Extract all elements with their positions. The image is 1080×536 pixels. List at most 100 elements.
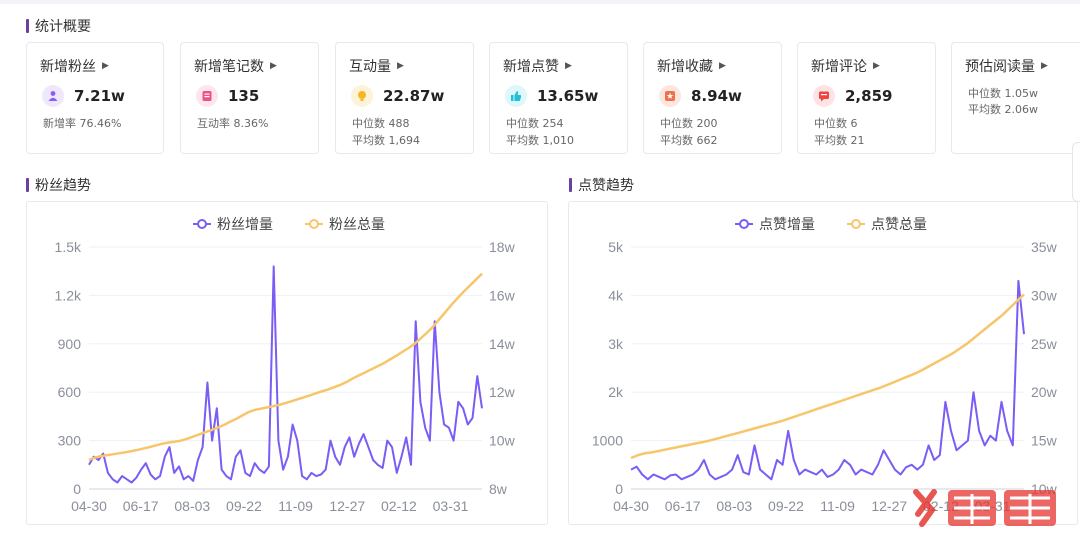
y-right-tick-label: 25w: [1031, 336, 1058, 352]
y-left-tick-label: 5k: [608, 239, 624, 255]
card-title[interactable]: 互动量 ▶: [349, 56, 404, 76]
card-title-label: 新增收藏: [657, 59, 713, 75]
card-value: 135: [228, 87, 260, 105]
card-sub-line: 中位数 6: [814, 117, 858, 130]
legend-label[interactable]: 点赞总量: [871, 216, 927, 232]
card-value: 7.21w: [74, 87, 125, 105]
x-tick-label: 08-03: [174, 498, 210, 514]
y-right-tick-label: 10w: [489, 433, 516, 449]
card-new-notes[interactable]: 新增笔记数 ▶ 135 互动率 8.36%: [180, 42, 319, 154]
overview-section-title: 统计概要: [26, 16, 91, 36]
card-title[interactable]: 预估阅读量 ▶: [965, 56, 1048, 76]
x-tick-label: 06-17: [123, 498, 159, 514]
card-title-label: 预估阅读量: [965, 59, 1035, 75]
card-value: 8.94w: [691, 87, 742, 105]
card-title-label: 新增笔记数: [194, 59, 264, 75]
card-title-label: 互动量: [349, 59, 391, 75]
title-accent-bar: [26, 178, 29, 192]
interaction-icon: [351, 85, 373, 107]
note-icon: [196, 85, 218, 107]
x-tick-label: 12-27: [871, 498, 907, 514]
y-right-tick-label: 12w: [489, 384, 516, 400]
y-left-tick-label: 1.2k: [55, 287, 82, 303]
caret-right-icon: ▶: [565, 61, 572, 71]
star-icon: [659, 85, 681, 107]
y-left-tick-label: 900: [58, 336, 82, 352]
card-title[interactable]: 新增评论 ▶: [811, 56, 880, 76]
legend-label[interactable]: 粉丝总量: [329, 216, 385, 232]
x-tick-label: 06-17: [665, 498, 701, 514]
card-title[interactable]: 新增笔记数 ▶: [194, 56, 277, 76]
card-title[interactable]: 新增粉丝 ▶: [40, 56, 109, 76]
x-tick-label: 02-12: [381, 498, 417, 514]
card-sub-line: 平均数 2.06w: [968, 103, 1038, 116]
x-tick-label: 08-03: [716, 498, 752, 514]
y-right-tick-label: 18w: [489, 239, 516, 255]
card-new-favorites[interactable]: 新增收藏 ▶ 8.94w 中位数 200 平均数 662: [643, 42, 782, 154]
comment-icon: [813, 85, 835, 107]
y-right-tick-label: 20w: [1031, 384, 1058, 400]
card-title[interactable]: 新增点赞 ▶: [503, 56, 572, 76]
card-sub-line: 中位数 200: [660, 117, 718, 130]
series-line: [630, 293, 1025, 460]
y-right-tick-label: 15w: [1031, 433, 1058, 449]
caret-right-icon: ▶: [1041, 61, 1048, 71]
caret-right-icon: ▶: [873, 61, 880, 71]
y-left-tick-label: 0: [615, 481, 623, 497]
x-tick-label: 04-30: [613, 498, 649, 514]
x-tick-label: 11-09: [278, 498, 313, 514]
caret-right-icon: ▶: [270, 61, 277, 71]
likes-title: 点赞趋势: [578, 178, 634, 194]
caret-right-icon: ▶: [719, 61, 726, 71]
legend-label[interactable]: 粉丝增量: [217, 216, 273, 232]
card-estimated-reads[interactable]: 预估阅读量 ▶ 中位数 1.05w 平均数 2.06w: [951, 42, 1080, 154]
y-left-tick-label: 1000: [592, 433, 623, 449]
series-line: [88, 265, 483, 484]
y-right-tick-label: 8w: [489, 481, 508, 497]
legend-marker-dot: [739, 219, 749, 229]
likes-chart-panel: 0 10w 1000 15w 2k 20w 3k 25w 4k 30w 5k 35w 04-30 06-1…: [568, 201, 1078, 525]
card-sub-line: 平均数 21: [814, 134, 865, 147]
card-sub-line: 新增率 76.46%: [43, 117, 122, 130]
card-sub-line: 平均数 662: [660, 134, 718, 147]
side-scroll-tab[interactable]: [1072, 142, 1080, 202]
watermark-logo: [913, 489, 1056, 527]
card-new-likes[interactable]: 新增点赞 ▶ 13.65w 中位数 254 平均数 1,010: [489, 42, 628, 154]
x-tick-label: 04-30: [71, 498, 107, 514]
caret-right-icon: ▶: [397, 61, 404, 71]
x-tick-label: 09-22: [226, 498, 262, 514]
card-value: 22.87w: [383, 87, 445, 105]
y-left-tick-label: 300: [58, 433, 82, 449]
series-line: [630, 279, 1025, 481]
card-value: 2,859: [845, 87, 893, 105]
thumbs-up-icon: [505, 85, 527, 107]
fans-chart-panel: 0 8w 300 10w 600 12w 900 14w 1.2k 16w 1.5k 18w 04-30…: [26, 201, 548, 525]
overview-title: 统计概要: [35, 19, 91, 35]
y-left-tick-label: 3k: [608, 336, 624, 352]
caret-right-icon: ▶: [102, 61, 109, 71]
y-left-tick-label: 600: [58, 384, 82, 400]
x-tick-label: 12-27: [329, 498, 365, 514]
card-interactions[interactable]: 互动量 ▶ 22.87w 中位数 488 平均数 1,694: [335, 42, 474, 154]
fans-icon: [42, 85, 64, 107]
card-title-label: 新增点赞: [503, 59, 559, 75]
legend-marker-dot: [851, 219, 861, 229]
legend-label[interactable]: 点赞增量: [759, 216, 815, 232]
y-left-tick-label: 0: [73, 481, 81, 497]
series-line: [88, 272, 483, 462]
card-new-comments[interactable]: 新增评论 ▶ 2,859 中位数 6 平均数 21: [797, 42, 936, 154]
title-accent-bar: [569, 178, 572, 192]
card-new-fans[interactable]: 新增粉丝 ▶ 7.21w 新增率 76.46%: [26, 42, 164, 154]
fans-title: 粉丝趋势: [35, 178, 91, 194]
y-right-tick-label: 16w: [489, 287, 516, 303]
x-tick-label: 03-31: [433, 498, 469, 514]
title-accent-bar: [26, 19, 29, 33]
card-sub-line: 平均数 1,010: [506, 134, 574, 147]
fans-trend-chart[interactable]: 0 8w 300 10w 600 12w 900 14w 1.2k 16w 1.5k 18w 04-30…: [27, 202, 549, 526]
card-sub-line: 互动率 8.36%: [197, 117, 269, 130]
y-right-tick-label: 30w: [1031, 287, 1058, 303]
top-strip: [0, 0, 1080, 4]
y-left-tick-label: 2k: [608, 384, 624, 400]
card-title[interactable]: 新增收藏 ▶: [657, 56, 726, 76]
